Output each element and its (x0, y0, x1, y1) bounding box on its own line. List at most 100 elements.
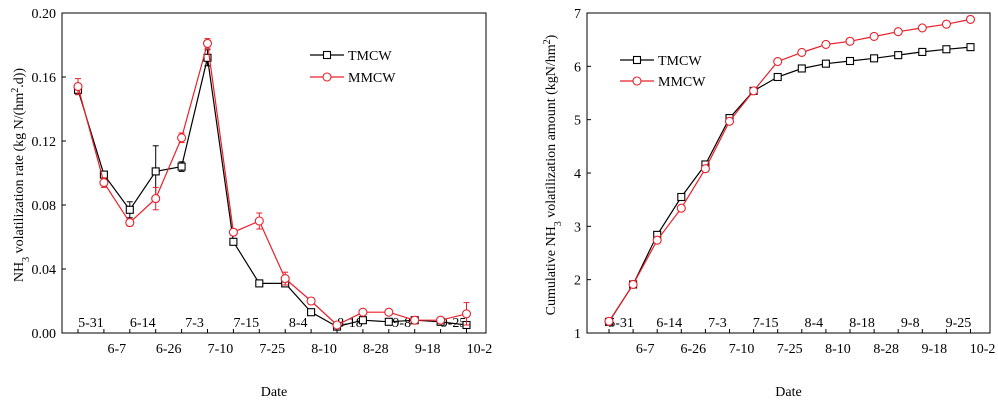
data-point-mmcw (628, 279, 638, 290)
x-tick-label-top: 6-14 (130, 316, 156, 331)
series-line-tmcw (608, 46, 971, 323)
x-tick-label-bottom: 7-25 (777, 342, 803, 357)
y-tick-label: 0.04 (32, 263, 57, 278)
legend-label: MMCW (348, 71, 396, 86)
chart-volatilization-rate: 0.00 0.04 0.08 0.12 0.16 0.20 5-31 6-14 7-3 7-15 8… (10, 7, 493, 400)
x-tick-label-bottom: 6-26 (681, 342, 707, 357)
y-tick-label: 1 (574, 327, 581, 342)
data-point-mmcw (917, 23, 927, 33)
x-tick-label-top: 7-3 (185, 316, 204, 331)
data-point-mmcw (676, 203, 686, 213)
data-point-mmcw (821, 39, 831, 50)
y-axis-label: NH3 volatilization rate (kg N/(hm2.d)) (10, 68, 32, 282)
y-axis-label-main: NH (12, 262, 27, 282)
series-line-mmcw (608, 18, 971, 322)
data-point-tmcw (966, 43, 975, 52)
plot-frame (61, 12, 487, 334)
x-tick-label-top: 5-31 (608, 316, 634, 331)
legend-label: TMCW (658, 54, 702, 69)
y-tick-label: 7 (574, 7, 581, 22)
x-tick-label-top: 6-14 (656, 316, 682, 331)
chart-cumulative-volatilization: 1 2 3 4 5 6 7 5-31 6-14 7-3 7-15 8-4 8-18 9-8 9-25 6-7 6… (542, 7, 996, 400)
x-tick-label-bottom: 7-10 (729, 342, 755, 357)
y-tick-label: 4 (574, 167, 581, 182)
data-point-mmcw (749, 86, 759, 96)
x-tick-label-top: 7-15 (753, 316, 779, 331)
x-tick-label-bottom: 8-10 (825, 342, 851, 357)
data-point-mmcw (724, 116, 735, 126)
data-point-mmcw (384, 307, 394, 317)
y-axis-label-sup: 2 (10, 88, 21, 93)
data-point-mmcw (436, 315, 446, 325)
y-tick-label: 3 (574, 220, 581, 235)
data-point-tmcw (870, 54, 879, 63)
x-tick-label-top: 7-3 (708, 316, 727, 331)
data-point-mmcw (845, 36, 855, 46)
data-point-mmcw (254, 216, 264, 226)
y-axis-label-end: .d)) (12, 68, 27, 88)
series-line-mmcw (77, 43, 467, 326)
data-point-mmcw (306, 296, 316, 306)
legend-label: MMCW (658, 75, 706, 90)
y-tick-label: 0.16 (32, 71, 57, 86)
data-point-tmcw (821, 59, 830, 68)
x-tick-label-bottom: 6-7 (108, 342, 127, 357)
x-tick-label-bottom: 9-18 (415, 342, 441, 357)
series-line-tmcw (77, 57, 467, 328)
data-point-tmcw (773, 72, 782, 82)
y-axis-label-mid: volatilization rate (kg N/(hm (12, 93, 27, 257)
legend-marker (322, 50, 332, 60)
data-point-mmcw (893, 27, 903, 37)
data-point-mmcw (332, 320, 342, 330)
x-tick-label-top: 8-4 (805, 316, 824, 331)
data-point-mmcw (358, 307, 368, 317)
data-point-mmcw (73, 82, 83, 92)
x-tick-label-bottom: 10-2 (467, 342, 493, 357)
x-tick-label-bottom: 7-25 (259, 342, 285, 357)
data-point-mmcw (99, 178, 109, 188)
data-point-mmcw (151, 194, 161, 204)
y-tick-label: 0.12 (32, 135, 57, 150)
data-point-mmcw (461, 309, 472, 319)
y-tick-label: 0.08 (32, 199, 57, 214)
data-point-tmcw (894, 51, 903, 60)
legend-label: TMCW (348, 49, 392, 64)
x-tick-label-top: 9-25 (946, 316, 972, 331)
data-point-mmcw (652, 235, 662, 245)
data-point-mmcw (869, 31, 879, 42)
data-point-tmcw (151, 167, 160, 176)
legend-marker (632, 55, 642, 65)
x-tick-label-bottom: 8-28 (363, 342, 389, 357)
data-point-mmcw (773, 56, 783, 67)
data-point-mmcw (604, 316, 614, 326)
data-point-tmcw (177, 162, 186, 171)
legend-marker (632, 76, 642, 86)
data-point-mmcw (797, 47, 807, 58)
x-tick-label-bottom: 10-2 (970, 342, 996, 357)
data-point-mmcw (125, 218, 135, 228)
x-tick-label-top: 8-18 (849, 316, 875, 331)
data-point-mmcw (280, 274, 290, 284)
x-tick-label-bottom: 9-18 (922, 342, 948, 357)
plot-frame (586, 12, 991, 334)
y-tick-label: 6 (574, 60, 581, 75)
y-axis-label-mid: volatilization amount (kgN/hm (544, 44, 559, 221)
data-point-tmcw (229, 237, 238, 246)
data-point-tmcw (125, 205, 134, 214)
data-point-tmcw (255, 279, 264, 288)
data-point-tmcw (677, 192, 686, 202)
data-point-mmcw (228, 227, 238, 237)
data-point-mmcw (965, 14, 976, 24)
x-axis-label: Date (261, 385, 287, 400)
data-point-tmcw (358, 316, 367, 325)
x-tick-label-bottom: 6-26 (156, 342, 182, 357)
x-tick-label-bottom: 6-7 (636, 342, 655, 357)
y-tick-label: 2 (574, 274, 581, 289)
data-point-tmcw (918, 47, 927, 56)
x-tick-label-bottom: 8-28 (873, 342, 899, 357)
y-tick-label: 0.00 (32, 327, 57, 342)
legend-marker (322, 72, 332, 82)
y-axis-label-sub: 3 (553, 221, 564, 226)
y-axis-label-end: ) (544, 34, 559, 39)
